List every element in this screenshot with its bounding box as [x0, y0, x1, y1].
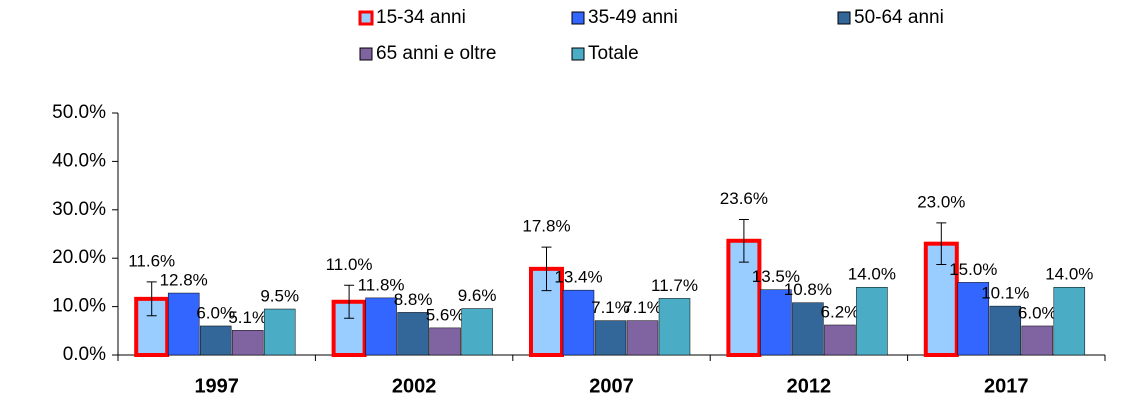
- error-bar: [936, 222, 947, 265]
- bar: [792, 302, 824, 356]
- x-tick-label: 2002: [392, 375, 437, 397]
- legend-label: 50-64 anni: [854, 7, 944, 28]
- legend-label: 65 anni e oltre: [376, 43, 496, 64]
- bar: [824, 324, 856, 356]
- x-tick-label: 1997: [194, 375, 239, 397]
- value-label: 12.8%: [160, 271, 208, 290]
- bar: [429, 327, 461, 356]
- value-label: 7.1%: [591, 298, 630, 317]
- y-tick-label: 40.0%: [52, 150, 106, 171]
- bar: [957, 282, 990, 356]
- bar: [989, 305, 1022, 356]
- legend-swatch: [359, 47, 373, 61]
- bar: [856, 286, 888, 356]
- value-label: 23.0%: [917, 192, 965, 211]
- value-label: 14.0%: [1045, 265, 1093, 284]
- y-tick-label: 10.0%: [52, 296, 106, 317]
- value-label: 14.0%: [848, 265, 896, 284]
- value-label: 11.6%: [128, 251, 175, 270]
- bar: [1053, 286, 1086, 356]
- bar: [1021, 325, 1054, 356]
- value-label: 9.5%: [260, 287, 299, 306]
- value-label: 6.0%: [196, 303, 235, 322]
- legend-swatch: [571, 47, 585, 61]
- bar: [263, 308, 296, 356]
- error-bar: [541, 246, 552, 292]
- legend-swatch: [358, 10, 374, 26]
- x-tick-label: 2017: [984, 375, 1029, 397]
- value-label: 10.1%: [981, 284, 1029, 303]
- error-bar: [738, 218, 749, 263]
- value-label: 17.8%: [522, 217, 570, 236]
- bar: [594, 320, 627, 356]
- y-tick-label: 30.0%: [52, 199, 106, 220]
- legend-label: 35-49 anni: [588, 7, 678, 28]
- bar: [231, 330, 264, 356]
- value-label: 5.1%: [228, 308, 267, 327]
- y-tick-label: 50.0%: [52, 102, 106, 123]
- legend-swatch: [571, 11, 585, 25]
- x-tick-label: 2007: [589, 375, 634, 397]
- bar: [626, 320, 659, 356]
- bar: [365, 297, 397, 356]
- value-label: 7.1%: [623, 298, 662, 317]
- value-label: 13.5%: [752, 267, 800, 286]
- bar: [529, 266, 564, 357]
- value-label: 10.8%: [784, 280, 832, 299]
- y-tick-label: 0.0%: [63, 344, 106, 365]
- bar: [397, 312, 429, 356]
- legend-label: Totale: [588, 43, 639, 64]
- error-bar: [344, 284, 355, 319]
- value-label: 15.0%: [949, 260, 997, 279]
- value-label: 11.0%: [326, 255, 373, 274]
- bar: [199, 325, 232, 356]
- value-label: 6.0%: [1018, 303, 1057, 322]
- bar: [658, 298, 691, 356]
- value-label: 6.2%: [821, 302, 860, 321]
- value-label: 5.6%: [426, 305, 465, 324]
- value-label: 13.4%: [554, 268, 602, 287]
- bar: [562, 289, 595, 356]
- error-bar: [146, 281, 157, 317]
- bar: [461, 308, 493, 356]
- bar: [760, 289, 792, 356]
- value-label: 9.6%: [458, 286, 497, 305]
- value-label: 23.6%: [720, 189, 768, 208]
- value-label: 8.8%: [394, 290, 433, 309]
- x-tick-label: 2012: [787, 375, 832, 397]
- legend-label: 15-34 anni: [376, 7, 466, 28]
- value-label: 11.7%: [651, 276, 698, 295]
- bar: [167, 292, 200, 356]
- legend-swatch: [837, 11, 851, 25]
- value-label: 11.8%: [358, 275, 405, 294]
- y-tick-label: 20.0%: [52, 247, 106, 268]
